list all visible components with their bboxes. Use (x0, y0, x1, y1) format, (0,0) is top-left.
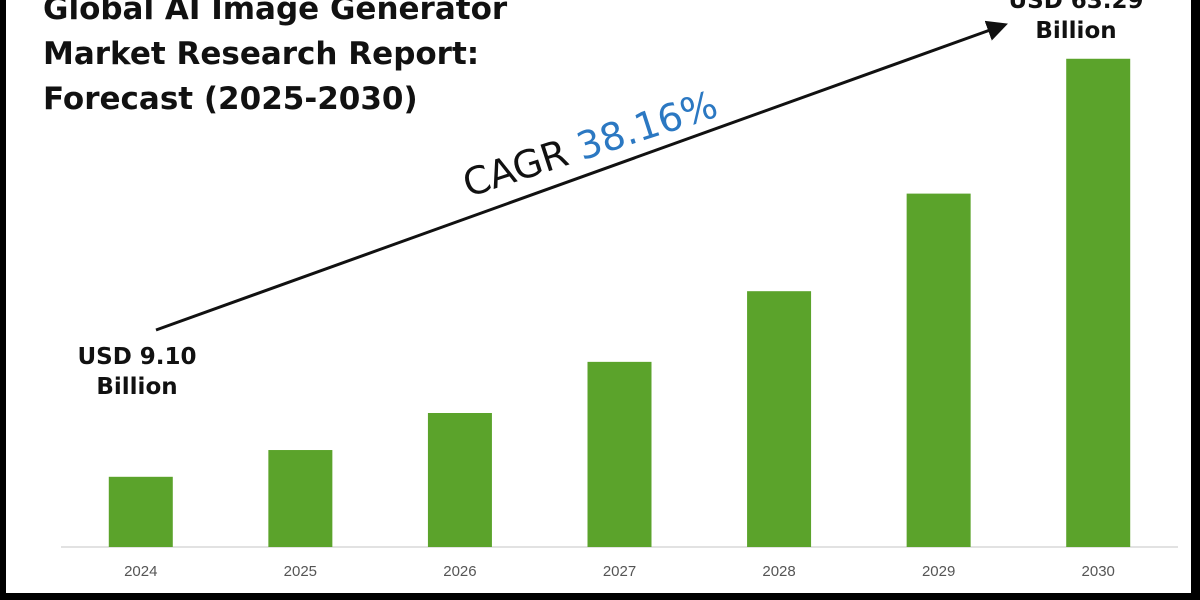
start-value-amount: USD 9.10 (77, 344, 197, 370)
x-tick-label-2030: 2030 (1082, 563, 1115, 580)
chart-title: Global AI Image Generator Market Researc… (43, 0, 508, 117)
trend-arrow (155, 20, 1008, 332)
x-axis-tick-labels: 2024 2025 2026 2027 2028 2029 2030 (124, 563, 1115, 580)
x-tick-label-2028: 2028 (762, 563, 795, 580)
bar-2026 (427, 413, 492, 547)
end-value-unit: Billion (1035, 18, 1117, 44)
x-tick-label-2029: 2029 (922, 563, 955, 580)
bar-2029 (906, 193, 971, 547)
chart-canvas: 2024 2025 2026 2027 2028 2029 2030 Global AI I… (6, 0, 1191, 593)
bar-group (108, 58, 1131, 548)
end-value-amount: USD 63.29 (1008, 0, 1144, 14)
start-value-unit: Billion (96, 374, 178, 400)
x-tick-label-2026: 2026 (443, 563, 476, 580)
start-value-callout: USD 9.10 Billion (52, 342, 222, 402)
bar-chart: 2024 2025 2026 2027 2028 2029 2030 (61, 20, 1178, 580)
x-tick-label-2024: 2024 (124, 563, 157, 580)
bar-2027 (587, 361, 652, 547)
x-tick-label-2027: 2027 (603, 563, 636, 580)
bar-2024 (108, 476, 173, 547)
x-tick-label-2025: 2025 (284, 563, 317, 580)
end-value-callout: USD 63.29 Billion (991, 0, 1161, 46)
bar-2025 (268, 450, 333, 547)
bar-2028 (747, 291, 812, 547)
bar-2030 (1066, 58, 1131, 548)
